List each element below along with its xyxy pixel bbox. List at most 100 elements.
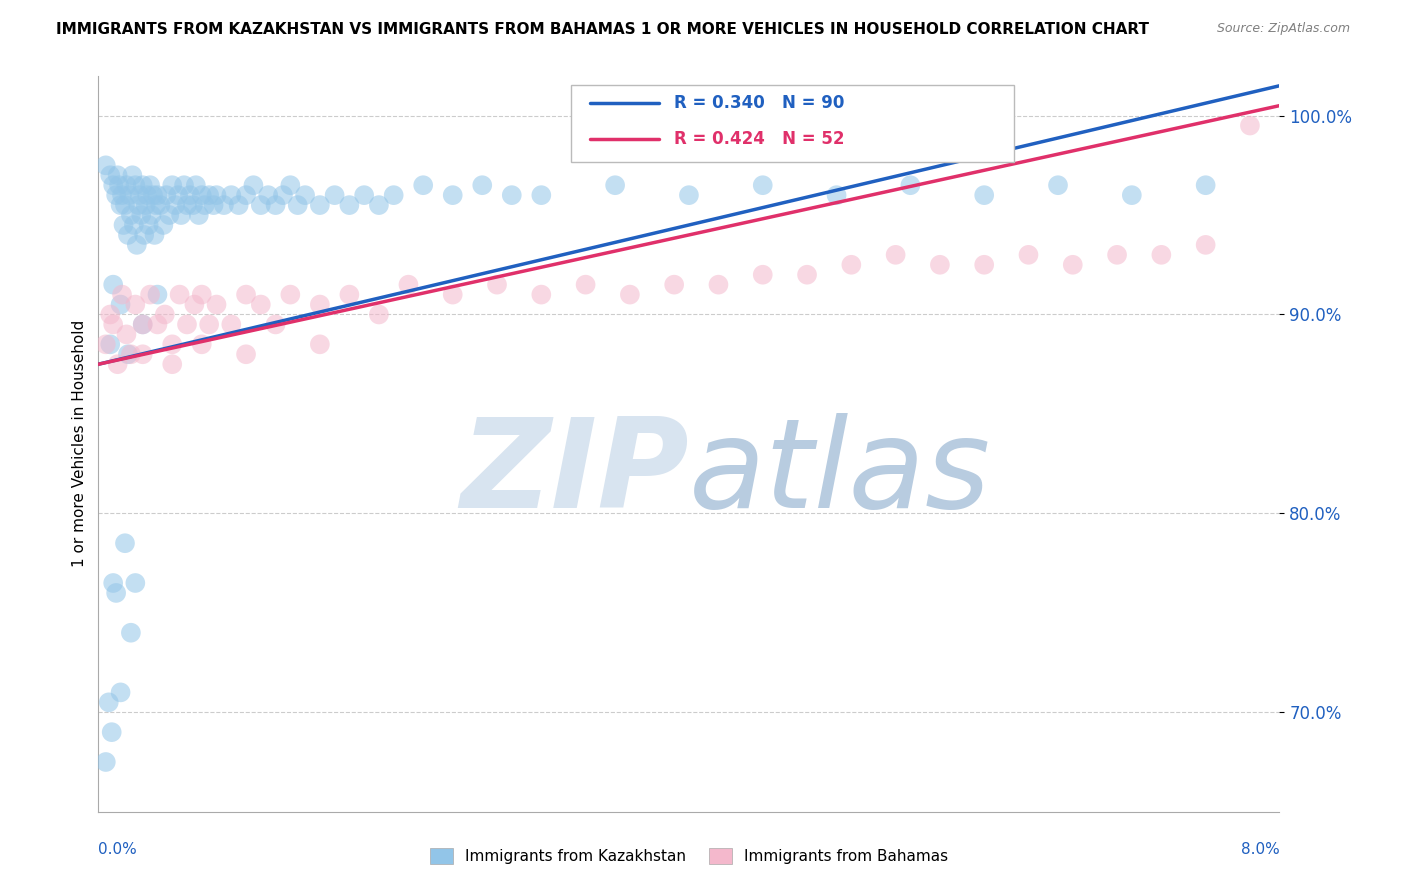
Point [202, 198, 225, 212]
Point [107, 357, 129, 371]
Point [191, 188, 214, 202]
Point [120, 208, 142, 222]
Point [664, 277, 686, 292]
Point [412, 178, 434, 193]
Point [169, 287, 191, 301]
Legend: Immigrants from Kazakhstan, Immigrants from Bahamas: Immigrants from Kazakhstan, Immigrants f… [423, 842, 955, 871]
Point [139, 178, 162, 193]
Point [112, 218, 135, 232]
Point [309, 198, 332, 212]
Point [167, 188, 190, 202]
FancyBboxPatch shape [571, 85, 1014, 162]
Point [94, 158, 117, 172]
Point [1195, 238, 1218, 252]
Point [368, 198, 391, 212]
Point [752, 178, 775, 193]
Point [108, 178, 131, 193]
Point [120, 347, 142, 361]
Point [205, 188, 228, 202]
Point [128, 188, 150, 202]
Point [173, 178, 195, 193]
Point [97, 695, 120, 709]
Point [264, 318, 287, 332]
Point [339, 287, 361, 301]
Point [1107, 248, 1129, 262]
Text: R = 0.424   N = 52: R = 0.424 N = 52 [675, 130, 845, 148]
Point [132, 318, 155, 332]
Point [441, 188, 464, 202]
Point [368, 308, 391, 322]
Point [235, 347, 257, 361]
Point [134, 227, 156, 242]
Point [121, 168, 143, 182]
Point [398, 277, 420, 292]
Point [155, 188, 177, 202]
Point [94, 755, 117, 769]
Point [125, 238, 148, 252]
Point [132, 347, 155, 361]
Point [152, 218, 174, 232]
Point [530, 188, 553, 202]
Point [162, 357, 183, 371]
Point [111, 188, 134, 202]
Point [382, 188, 405, 202]
Point [287, 198, 309, 212]
Point [752, 268, 775, 282]
Point [170, 208, 193, 222]
Point [212, 198, 235, 212]
Point [136, 188, 159, 202]
Point [1239, 119, 1261, 133]
Point [309, 297, 332, 311]
Point [280, 287, 302, 301]
Point [146, 188, 169, 202]
Point [162, 178, 183, 193]
Point [139, 287, 162, 301]
Point [309, 337, 332, 351]
Point [179, 188, 201, 202]
Point [973, 258, 995, 272]
Point [323, 188, 346, 202]
Point [146, 318, 169, 332]
Point [242, 178, 264, 193]
Point [132, 318, 155, 332]
Point [107, 168, 129, 182]
Point [228, 198, 250, 212]
Point [884, 248, 907, 262]
Point [103, 576, 125, 591]
Point [1062, 258, 1084, 272]
Point [181, 198, 204, 212]
Point [117, 227, 139, 242]
Point [250, 297, 273, 311]
Point [141, 208, 163, 222]
Point [135, 198, 157, 212]
Point [149, 198, 172, 212]
Point [194, 198, 217, 212]
Text: Source: ZipAtlas.com: Source: ZipAtlas.com [1216, 22, 1350, 36]
Point [110, 198, 132, 212]
Point [117, 347, 139, 361]
Point [678, 188, 700, 202]
Point [796, 268, 818, 282]
Point [184, 178, 207, 193]
Point [250, 198, 273, 212]
Point [973, 188, 995, 202]
Point [929, 258, 952, 272]
Point [110, 685, 132, 699]
Point [157, 208, 180, 222]
Point [118, 188, 141, 202]
Point [264, 198, 287, 212]
Point [143, 227, 166, 242]
Point [153, 308, 176, 322]
Point [162, 337, 183, 351]
Point [1018, 248, 1040, 262]
Point [124, 297, 146, 311]
Point [1121, 188, 1143, 202]
Point [103, 277, 125, 292]
Point [280, 178, 302, 193]
Point [707, 277, 730, 292]
Point [103, 318, 125, 332]
Point [98, 337, 121, 351]
Point [271, 188, 294, 202]
Point [198, 318, 221, 332]
Point [183, 297, 205, 311]
